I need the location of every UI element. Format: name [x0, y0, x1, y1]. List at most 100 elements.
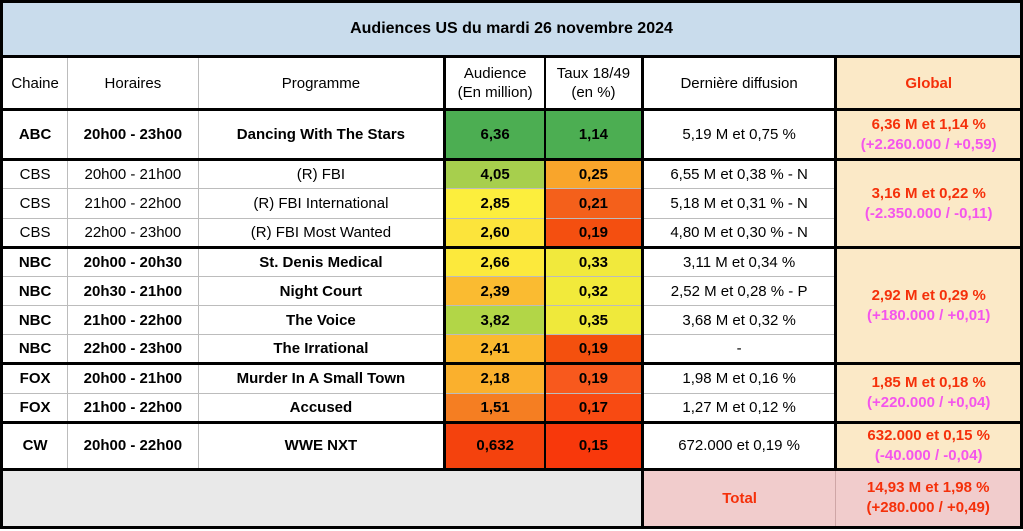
channel-cell: ABC [0, 108, 69, 161]
rate-cell: 0,33 [544, 245, 644, 277]
col-header-global: Global [835, 56, 1022, 112]
table-row-nbc-3: NBC 21h00 - 22h00 The Voice 3,82 0,35 3,… [0, 305, 1022, 336]
global-cell-nbc: 2,92 M et 0,29 % (+180.000 / +0,01) [835, 245, 1022, 365]
table-row-cbs-3: CBS 22h00 - 23h00 (R) FBI Most Wanted 2,… [0, 217, 1022, 248]
audience-cell: 1,51 [443, 392, 546, 423]
global-cell-abc: 6,36 M et 1,14 % (+2.260.000 / +0,59) [835, 108, 1022, 161]
global-delta: (+2.260.000 / +0,59) [860, 135, 997, 153]
rate-cell: 0,35 [544, 305, 644, 336]
programme-cell: The Voice [197, 305, 446, 336]
audience-cell: 6,36 [443, 108, 546, 161]
time-cell: 20h00 - 21h00 [67, 362, 199, 394]
audience-cell: 2,85 [443, 188, 546, 219]
programme-cell: Night Court [197, 275, 446, 307]
table-row-total: Total 14,93 M et 1,98 % (+280.000 / +0,4… [1, 467, 1022, 529]
col-header-taux: Taux 18/49 (en %) [544, 56, 644, 112]
global-delta: (+220.000 / +0,04) [866, 394, 991, 412]
table-row-nbc-2: NBC 20h30 - 21h00 Night Court 2,39 0,32 … [0, 275, 1022, 307]
programme-cell: (R) FBI [197, 158, 446, 190]
audience-cell: 2,66 [443, 245, 546, 277]
col-header-audience-line2: (En million) [457, 84, 533, 102]
last-broadcast-cell: 3,68 M et 0,32 % [641, 305, 838, 336]
programme-cell: Dancing With The Stars [197, 108, 446, 161]
time-cell: 20h00 - 21h00 [67, 158, 199, 190]
channel-cell: NBC [0, 245, 69, 277]
audience-cell: 3,82 [443, 305, 546, 336]
channel-cell: FOX [0, 392, 69, 423]
total-empty-cell [1, 467, 644, 529]
page-title: Audiences US du mardi 26 novembre 2024 [1, 0, 1022, 59]
table-row-cw: CW 20h00 - 22h00 WWE NXT 0,632 0,15 672.… [0, 420, 1022, 470]
table-row-cbs-2: CBS 21h00 - 22h00 (R) FBI International … [0, 188, 1022, 219]
channel-cell: CW [0, 420, 69, 470]
table-row-nbc-1: NBC 20h00 - 20h30 St. Denis Medical 2,66… [0, 245, 1022, 365]
last-broadcast-cell: 672.000 et 0,19 % [641, 420, 838, 470]
col-header-audience: Audience (En million) [443, 56, 546, 112]
table-row-cbs-1: CBS 20h00 - 21h00 (R) FBI 4,05 0,25 6,55… [0, 158, 1022, 248]
global-delta: (+180.000 / +0,01) [866, 306, 991, 324]
time-cell: 20h30 - 21h00 [67, 275, 199, 307]
time-cell: 21h00 - 22h00 [67, 392, 199, 423]
last-broadcast-cell: 3,11 M et 0,34 % [641, 245, 838, 277]
total-label: Total [641, 467, 837, 529]
rate-cell: 0,19 [544, 362, 644, 394]
col-header-chaine: Chaine [0, 56, 69, 112]
col-header-audience-line1: Audience [463, 65, 527, 83]
last-broadcast-cell: 1,98 M et 0,16 % [641, 362, 838, 394]
channel-cell: FOX [0, 362, 69, 394]
global-cell-cbs: 3,16 M et 0,22 % (-2.350.000 / -0,11) [835, 158, 1022, 248]
last-broadcast-cell: 1,27 M et 0,12 % [641, 392, 838, 423]
time-cell: 21h00 - 22h00 [67, 188, 199, 219]
channel-cell: CBS [0, 158, 69, 190]
last-broadcast-cell: 6,55 M et 0,38 % - N [641, 158, 838, 190]
programme-cell: (R) FBI Most Wanted [197, 217, 446, 248]
global-delta: (-2.350.000 / -0,11) [864, 204, 993, 222]
col-header-taux-line2: (en %) [571, 84, 616, 102]
global-value: 3,16 M et 0,22 % [871, 184, 986, 202]
channel-cell: NBC [0, 305, 69, 336]
last-broadcast-cell: 5,18 M et 0,31 % - N [641, 188, 838, 219]
time-cell: 20h00 - 20h30 [67, 245, 199, 277]
time-cell: 20h00 - 22h00 [67, 420, 199, 470]
rate-cell: 0,19 [544, 217, 644, 248]
total-value: 14,93 M et 1,98 % [866, 479, 990, 497]
total-value-cell: 14,93 M et 1,98 % (+280.000 / +0,49) [835, 467, 1022, 529]
time-cell: 21h00 - 22h00 [67, 305, 199, 336]
programme-cell: St. Denis Medical [197, 245, 446, 277]
audience-cell: 2,39 [443, 275, 546, 307]
rate-cell: 1,14 [544, 108, 644, 161]
programme-cell: (R) FBI International [197, 188, 446, 219]
col-header-derniere-diffusion: Dernière diffusion [641, 56, 838, 112]
channel-cell: CBS [0, 217, 69, 248]
programme-cell: WWE NXT [197, 420, 446, 470]
table-row-fox-1: FOX 20h00 - 21h00 Murder In A Small Town… [0, 362, 1022, 423]
rate-cell: 0,21 [544, 188, 644, 219]
global-delta: (-40.000 / -0,04) [874, 446, 983, 464]
rate-cell: 0,15 [544, 420, 644, 470]
rate-cell: 0,17 [544, 392, 644, 423]
global-cell-fox: 1,85 M et 0,18 % (+220.000 / +0,04) [835, 362, 1022, 423]
rate-cell: 0,32 [544, 275, 644, 307]
table-row-fox-2: FOX 21h00 - 22h00 Accused 1,51 0,17 1,27… [0, 392, 1022, 423]
global-value: 632.000 et 0,15 % [867, 426, 990, 444]
last-broadcast-cell: - [641, 334, 838, 365]
global-value: 6,36 M et 1,14 % [871, 115, 986, 133]
global-value: 1,85 M et 0,18 % [871, 374, 986, 392]
col-header-programme: Programme [197, 56, 446, 112]
audience-cell: 4,05 [443, 158, 546, 190]
col-header-taux-line1: Taux 18/49 [556, 65, 631, 83]
audience-cell: 2,18 [443, 362, 546, 394]
channel-cell: CBS [0, 188, 69, 219]
time-cell: 22h00 - 23h00 [67, 217, 199, 248]
audience-cell: 2,41 [443, 334, 546, 365]
global-value: 2,92 M et 0,29 % [871, 286, 986, 304]
rate-cell: 0,25 [544, 158, 644, 190]
time-cell: 20h00 - 23h00 [67, 108, 199, 161]
audience-cell: 0,632 [443, 420, 546, 470]
last-broadcast-cell: 4,80 M et 0,30 % - N [641, 217, 838, 248]
audience-cell: 2,60 [443, 217, 546, 248]
last-broadcast-cell: 5,19 M et 0,75 % [641, 108, 838, 161]
table-row-abc: ABC 20h00 - 23h00 Dancing With The Stars… [0, 108, 1022, 161]
channel-cell: NBC [0, 334, 69, 365]
